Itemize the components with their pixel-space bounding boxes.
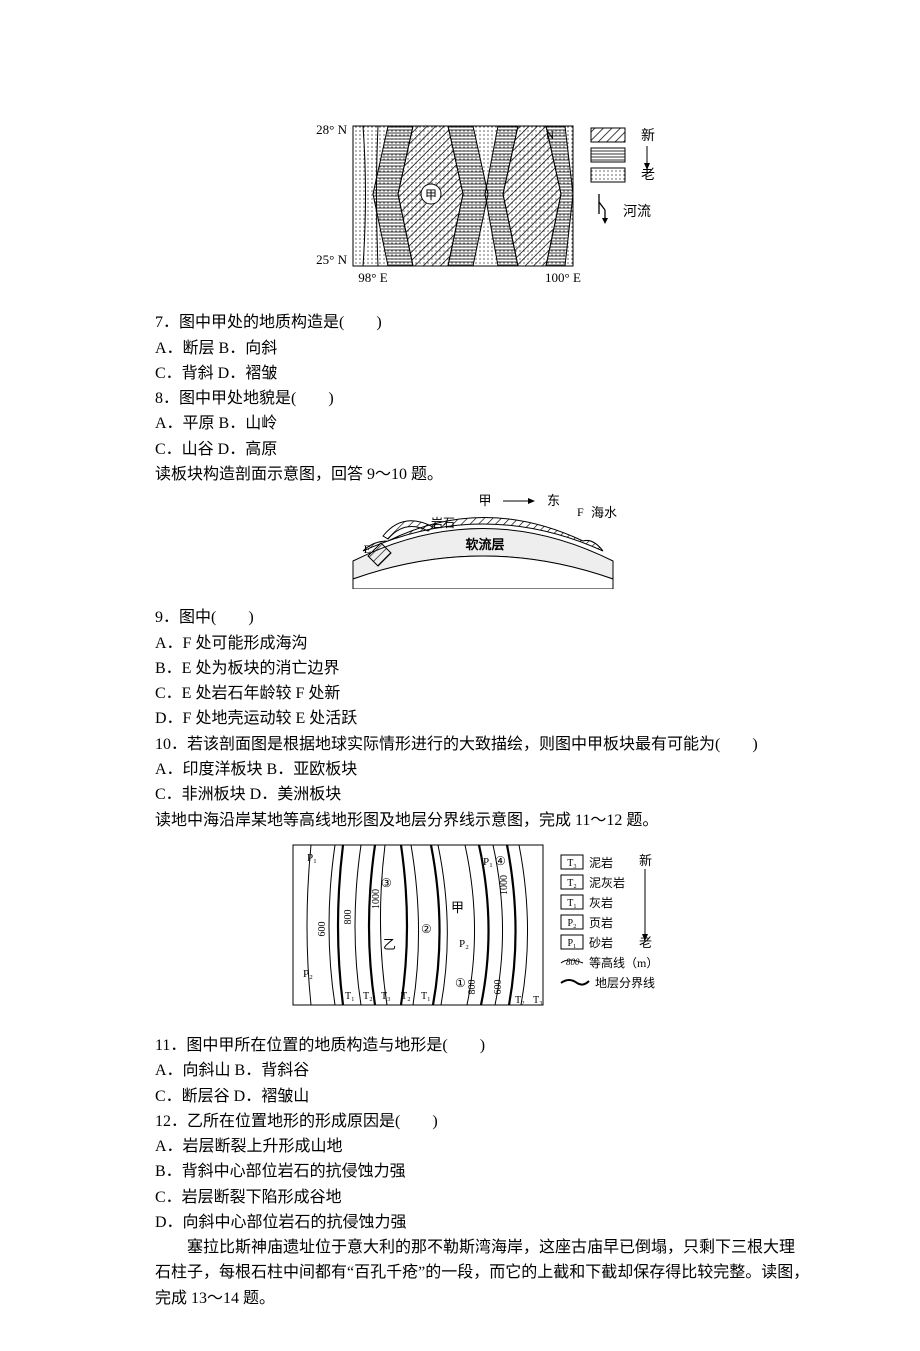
q9-c: C．E 处岩石年龄较 F 处新 [155, 681, 810, 706]
exam-page: 甲 N 28° N 25° N 98° E 100° E 新 老 河流 7．图中… [0, 0, 920, 1351]
q7-options-cd: C．背斜 D．褶皱 [155, 361, 810, 386]
svg-text:800: 800 [566, 957, 580, 967]
q8-options-ab: A．平原 B．山岭 [155, 411, 810, 436]
svg-text:泥灰岩: 泥灰岩 [589, 875, 625, 890]
svg-text:T₃: T₃ [533, 995, 543, 1006]
svg-text:T₂: T₂ [401, 991, 411, 1002]
svg-text:③: ③ [381, 876, 392, 890]
q12-b: B．背斜中心部位岩石的抗侵蚀力强 [155, 1159, 810, 1184]
svg-text:P₂: P₂ [567, 918, 576, 929]
svg-text:地层分界线: 地层分界线 [595, 976, 655, 990]
figure-2-plate-section: E 岩石 甲 东 F 海水 软流层 [155, 491, 810, 597]
svg-text:800: 800 [467, 979, 478, 994]
svg-text:①: ① [455, 976, 466, 990]
svg-text:P₁: P₁ [307, 852, 317, 864]
svg-text:800: 800 [343, 909, 354, 924]
q8-stem: 8．图中甲处地貌是( ) [155, 386, 810, 411]
svg-text:P₁: P₁ [483, 856, 493, 868]
svg-text:软流层: 软流层 [465, 537, 504, 552]
svg-text:F: F [577, 505, 584, 519]
svg-text:老: 老 [641, 167, 655, 183]
svg-text:灰岩: 灰岩 [589, 895, 613, 910]
svg-text:98° E: 98° E [358, 270, 387, 285]
svg-text:页岩: 页岩 [589, 915, 613, 930]
q8-options-cd: C．山谷 D．高原 [155, 437, 810, 462]
svg-text:甲: 甲 [424, 188, 436, 202]
q9-d: D．F 处地壳运动较 E 处活跃 [155, 706, 810, 731]
q9-stem: 9．图中( ) [155, 605, 810, 630]
svg-text:600: 600 [493, 979, 504, 994]
q12-c: C．岩层断裂下陷形成谷地 [155, 1185, 810, 1210]
q11-options-cd: C．断层谷 D．褶皱山 [155, 1084, 810, 1109]
svg-text:甲: 甲 [451, 900, 464, 915]
svg-text:等高线（m）: 等高线（m） [589, 955, 658, 970]
svg-text:砂岩: 砂岩 [589, 935, 613, 950]
svg-text:1000: 1000 [499, 875, 510, 895]
svg-text:25° N: 25° N [316, 252, 347, 267]
figure-3-contour-map: 600 800 1000 1000 800 600 P₁ P₁ P₂ P₂ T₁… [155, 837, 810, 1025]
svg-text:P₁: P₁ [567, 938, 576, 949]
svg-text:600: 600 [317, 921, 328, 936]
svg-text:甲: 甲 [478, 493, 491, 508]
svg-text:T₂: T₂ [515, 995, 525, 1006]
svg-text:海水: 海水 [591, 505, 617, 520]
q7-options-ab: A．断层 B．向斜 [155, 336, 810, 361]
svg-text:28° N: 28° N [316, 122, 347, 137]
svg-text:T₁: T₁ [567, 898, 577, 909]
svg-text:1000: 1000 [371, 889, 382, 909]
q12-stem: 12．乙所在位置地形的形成原因是( ) [155, 1109, 810, 1134]
svg-text:岩石: 岩石 [430, 515, 454, 530]
svg-text:泥岩: 泥岩 [589, 855, 613, 870]
svg-text:新: 新 [639, 853, 652, 868]
svg-text:河流: 河流 [623, 204, 651, 220]
svg-text:东: 东 [547, 493, 560, 508]
q10-stem: 10．若该剖面图是根据地球实际情形进行的大致描绘，则图中甲板块最有可能为( ) [155, 732, 810, 757]
svg-text:T₂: T₂ [567, 878, 577, 889]
svg-text:新: 新 [641, 128, 655, 144]
passage-13-14: 塞拉比斯神庙遗址位于意大利的那不勒斯湾海岸，这座古庙早已倒塌，只剩下三根大理石柱… [155, 1235, 810, 1311]
svg-text:P₂: P₂ [459, 938, 469, 950]
lead-9-10: 读板块构造剖面示意图，回答 9～10 题。 [155, 462, 810, 487]
q12-d: D．向斜中心部位岩石的抗侵蚀力强 [155, 1210, 810, 1235]
svg-text:④: ④ [495, 854, 506, 868]
svg-text:②: ② [421, 922, 432, 936]
svg-text:T₃: T₃ [567, 858, 577, 869]
svg-text:乙: 乙 [383, 937, 396, 952]
svg-text:T₃: T₃ [381, 991, 391, 1002]
svg-text:E: E [363, 542, 370, 556]
lead-11-12: 读地中海沿岸某地等高线地形图及地层分界线示意图，完成 11～12 题。 [155, 808, 810, 833]
svg-text:N: N [545, 128, 554, 142]
q7-stem: 7．图中甲处的地质构造是( ) [155, 310, 810, 335]
figure-1-geology-map: 甲 N 28° N 25° N 98° E 100° E 新 老 河流 [155, 114, 810, 302]
q11-options-ab: A．向斜山 B．背斜谷 [155, 1058, 810, 1083]
q9-a: A．F 处可能形成海沟 [155, 631, 810, 656]
svg-text:T₁: T₁ [345, 991, 355, 1002]
q11-stem: 11．图中甲所在位置的地质构造与地形是( ) [155, 1033, 810, 1058]
q10-options-cd: C．非洲板块 D．美洲板块 [155, 782, 810, 807]
q12-a: A．岩层断裂上升形成山地 [155, 1134, 810, 1159]
svg-text:T₁: T₁ [421, 991, 431, 1002]
q10-options-ab: A．印度洋板块 B．亚欧板块 [155, 757, 810, 782]
svg-text:P₂: P₂ [303, 968, 313, 980]
svg-text:100° E: 100° E [545, 270, 581, 285]
svg-text:T₂: T₂ [363, 991, 373, 1002]
q9-b: B．E 处为板块的消亡边界 [155, 656, 810, 681]
